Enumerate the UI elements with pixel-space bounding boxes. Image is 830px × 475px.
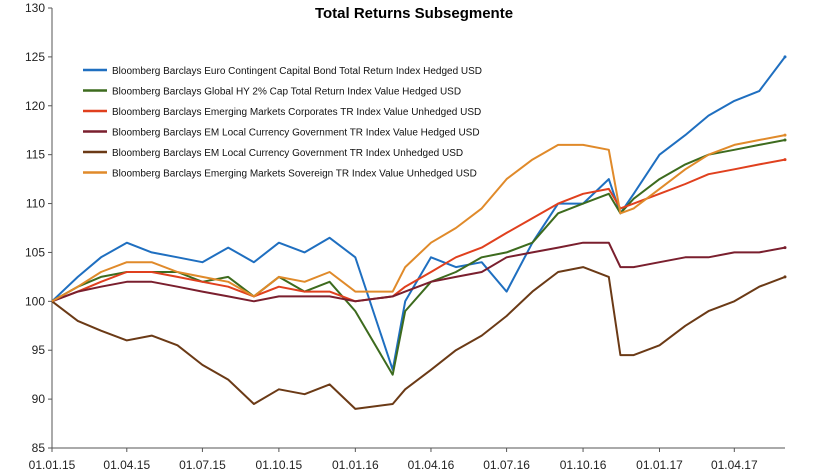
legend-label-4: Bloomberg Barclays EM Local Currency Gov… — [112, 128, 480, 139]
x-tick-label: 01.01.16 — [332, 458, 379, 472]
series-end-point-4 — [783, 246, 787, 250]
y-tick-label: 110 — [26, 197, 45, 211]
series-line-6 — [51, 134, 786, 303]
legend-label-3: Bloomberg Barclays Emerging Markets Corp… — [112, 107, 481, 118]
x-tick-label: 01.07.16 — [483, 458, 530, 472]
series-line-5 — [51, 266, 786, 410]
legend-label-2: Bloomberg Barclays Global HY 2% Cap Tota… — [112, 87, 461, 98]
y-tick-label: 120 — [25, 99, 45, 113]
y-tick-label: 115 — [26, 148, 45, 162]
y-tick-label: 95 — [32, 343, 46, 357]
series-line-4 — [51, 241, 786, 303]
x-tick-label: 01.01.17 — [636, 458, 683, 472]
chart-title: Total Returns Subsegmente — [315, 5, 513, 22]
x-tick-label: 01.01.15 — [29, 458, 76, 472]
x-tick-label: 01.04.16 — [408, 458, 455, 472]
x-tick-label: 01.10.16 — [560, 458, 607, 472]
x-tick-label: 01.10.15 — [256, 458, 303, 472]
y-tick-label: 130 — [25, 1, 45, 15]
legend: Bloomberg Barclays Euro Contingent Capit… — [83, 66, 482, 180]
series-end-point-1 — [783, 55, 787, 59]
x-tick-label: 01.04.15 — [103, 458, 150, 472]
x-tick-label: 01.07.15 — [179, 458, 226, 472]
y-tick-label: 100 — [25, 294, 45, 308]
legend-label-1: Bloomberg Barclays Euro Contingent Capit… — [112, 66, 482, 77]
x-axis: 01.01.15 01.04.15 01.07.15 01.10.15 01.01.16… — [29, 447, 785, 472]
series-line-1 — [51, 56, 786, 371]
series-end-point-5 — [783, 275, 787, 279]
y-tick-label: 90 — [32, 392, 46, 406]
series-end-point-3 — [783, 158, 787, 162]
series-end-point-2 — [783, 138, 787, 142]
x-tick-label: 01.04.17 — [711, 458, 758, 472]
y-tick-label: 85 — [32, 441, 46, 455]
legend-label-5: Bloomberg Barclays EM Local Currency Gov… — [112, 148, 463, 159]
series-line-3 — [51, 158, 786, 303]
series-layer — [51, 55, 787, 410]
y-axis: 85 90 95 100 105 110 115 120 125 130 — [25, 1, 53, 455]
legend-label-6: Bloomberg Barclays Emerging Markets Sove… — [112, 169, 477, 180]
y-tick-label: 105 — [25, 245, 45, 259]
y-tick-label: 125 — [25, 50, 45, 64]
series-end-point-6 — [783, 133, 787, 137]
